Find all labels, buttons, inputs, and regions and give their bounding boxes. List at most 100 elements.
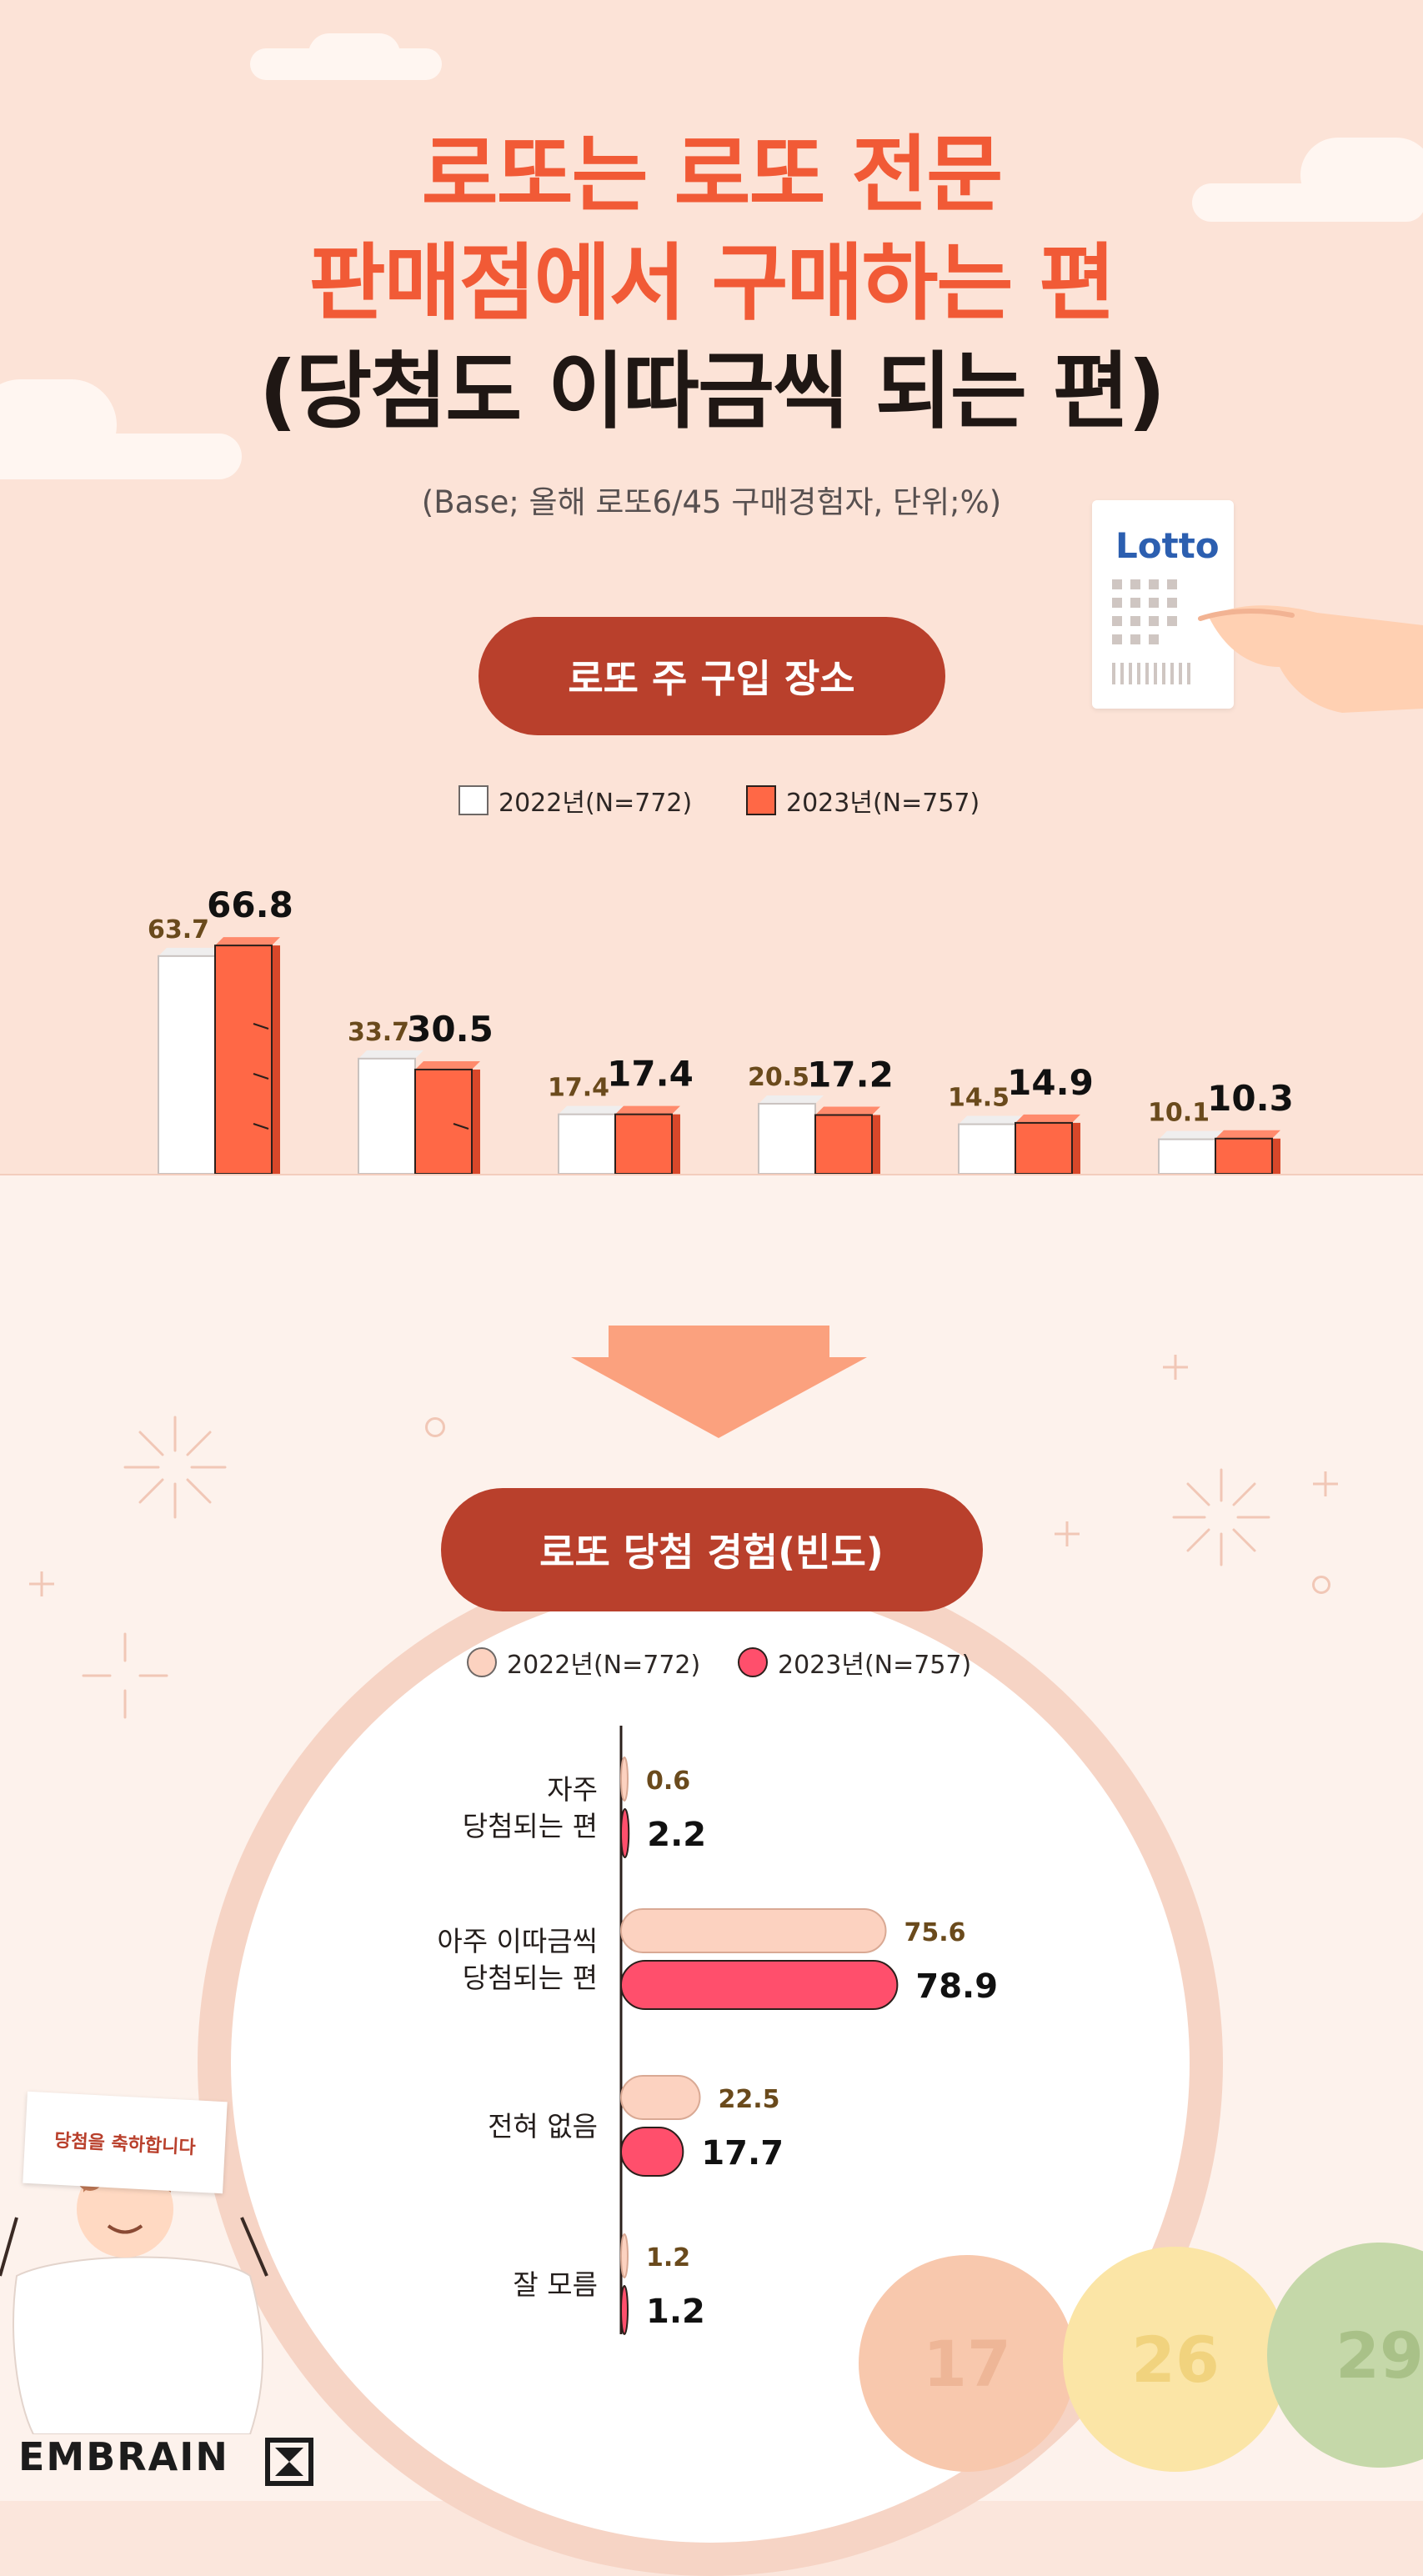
pointing-hand-icon: [1198, 605, 1423, 713]
hbar-value-2022: 1.2: [646, 2243, 690, 2273]
value-label-2022: 33.7: [348, 1018, 409, 1047]
section-pill-win-experience: 로또 당첨 경험(빈도): [440, 1488, 983, 1611]
title-line-3: (당첨도 이따금씩 되는 편): [258, 343, 1166, 440]
lotto-ticket-logo: Lotto: [1115, 525, 1220, 566]
congrats-sign: 당첨을 축하합니다: [23, 2091, 228, 2194]
title-line-1: 로또는 로또 전문: [421, 126, 1004, 223]
bar-2023: [1015, 1121, 1073, 1175]
bar-2022: [558, 1113, 616, 1175]
legend-swatch-2023-win: [738, 1647, 768, 1677]
bar-texture-line: [253, 1123, 269, 1130]
embrain-logo-mark-icon: [265, 2438, 313, 2486]
bar-2023-top: [1215, 1130, 1280, 1139]
bar-group: 10.110.3가판점: [1148, 1078, 1294, 1264]
value-label-2023: 17.4: [607, 1054, 694, 1095]
ticket-grid-icon: [1112, 579, 1190, 684]
legend-swatch-2022-win: [467, 1647, 497, 1677]
hbar-value-2022: 75.6: [904, 1918, 966, 1947]
legend-label-2023: 2023년(N=757): [786, 789, 980, 818]
hbar-2022: [620, 2075, 701, 2120]
lottery-ball: 17: [859, 2255, 1075, 2472]
bar-2023: [214, 945, 273, 1175]
lottery-ball: 26: [1063, 2247, 1288, 2472]
hbar-2023: [620, 2127, 684, 2177]
hbar-category-label: 잘 모름: [513, 2268, 598, 2301]
cloud-decoration: [1300, 138, 1423, 213]
hbar-value-2022: 22.5: [719, 2085, 780, 2114]
legend-2023-win: 2023년(N=757): [738, 1644, 971, 1681]
legend-2022-win: 2022년(N=772): [467, 1644, 700, 1681]
sparkle-icon: [123, 1416, 227, 1519]
value-label-2023: 66.8: [207, 885, 293, 925]
hbar-2022: [620, 1757, 629, 1802]
cloud-decoration: [308, 33, 400, 75]
bar-2023-side: [1272, 1138, 1280, 1174]
hbar-value-2023: 17.7: [701, 2134, 784, 2173]
bar-2023-side: [672, 1114, 680, 1174]
bar-2022: [1158, 1138, 1216, 1175]
bar-2023-side: [872, 1115, 880, 1174]
base-note: (Base; 올해 로또6/45 구매경험자, 단위;%): [421, 484, 1002, 520]
hbar-value-2023: 2.2: [647, 1816, 706, 1854]
hbar-category-label: 자주: [547, 1773, 598, 1806]
circle-decoration: [425, 1417, 445, 1437]
value-label-2022: 17.4: [548, 1074, 609, 1103]
hbar-category-label: 당첨되는 편: [463, 1962, 598, 1994]
value-label-2022: 14.5: [948, 1084, 1010, 1113]
circle-decoration: [1312, 1576, 1330, 1594]
bar-2022: [158, 955, 216, 1175]
bar-2023: [814, 1114, 873, 1175]
bar-2022: [358, 1057, 416, 1175]
hbar-value-2022: 0.6: [646, 1767, 690, 1796]
sparkle-icon: [1172, 1468, 1270, 1566]
bar-2022: [958, 1123, 1016, 1175]
bar-2023-top: [415, 1060, 480, 1070]
plus-icon: [1163, 1355, 1188, 1380]
plus-icon: [1055, 1521, 1080, 1546]
bar-2023: [414, 1068, 473, 1175]
hbar-2022: [620, 1908, 887, 1953]
legend-2022: 2022년(N=772): [458, 782, 692, 819]
bar-2022-top: [959, 1115, 1024, 1125]
bar-2022-top: [759, 1095, 824, 1104]
legend-swatch-2023: [746, 785, 776, 815]
bar-texture-line: [453, 1123, 469, 1130]
hbar-category-label: 전혀 없음: [488, 2110, 598, 2142]
hbar-value-2023: 78.9: [915, 1967, 998, 2006]
bar-2023: [614, 1113, 673, 1175]
hbar-2022: [620, 2233, 629, 2278]
bar-texture-line: [253, 1073, 269, 1080]
cloud-decoration: [0, 379, 117, 471]
legend-2023: 2023년(N=757): [746, 782, 980, 819]
value-label-2022: 63.7: [148, 915, 209, 945]
bar-2023-top: [815, 1106, 880, 1115]
hbar-category-label: 아주 이따금씩: [437, 1925, 598, 1957]
hbar-group: 22.5 17.7 전혀 없음: [488, 2075, 784, 2177]
legend-label-2022-win: 2022년(N=772): [507, 1651, 701, 1680]
bar-2023-top: [1015, 1114, 1080, 1123]
bar-texture-line: [253, 1023, 269, 1030]
value-label-2023: 30.5: [407, 1009, 494, 1050]
arrow-down-icon: [571, 1326, 867, 1438]
value-label-2023: 14.9: [1007, 1062, 1094, 1103]
value-label-2023: 10.3: [1207, 1078, 1294, 1119]
plus-icon: [1313, 1471, 1338, 1496]
legend-label-2023-win: 2023년(N=757): [778, 1651, 972, 1680]
hbar-2023: [620, 2285, 629, 2335]
bar-2023-top: [215, 937, 280, 946]
value-label-2022: 10.1: [1148, 1099, 1210, 1128]
title-line-2: 판매점에서 구매하는 편: [308, 234, 1116, 332]
bar-2022-top: [1159, 1130, 1224, 1140]
plus-icon: [29, 1571, 54, 1596]
hbar-value-2023: 1.2: [646, 2293, 705, 2331]
legend-swatch-2022: [458, 785, 489, 815]
value-label-2023: 17.2: [807, 1054, 894, 1095]
bar-2022: [758, 1102, 816, 1175]
hbar-2023: [620, 1960, 899, 2010]
bar-2023-side: [472, 1069, 480, 1174]
bar-2023-top: [615, 1105, 680, 1115]
hbar-category-label: 당첨되는 편: [463, 1810, 598, 1842]
embrain-logo-text: EMBRAIN: [18, 2434, 229, 2479]
